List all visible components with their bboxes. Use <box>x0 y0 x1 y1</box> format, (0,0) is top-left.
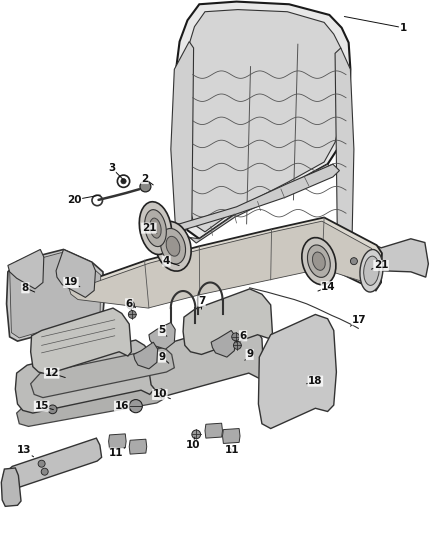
Ellipse shape <box>364 256 379 285</box>
Circle shape <box>121 179 126 184</box>
Circle shape <box>192 430 201 439</box>
Text: 17: 17 <box>350 315 367 326</box>
Text: 10: 10 <box>152 390 170 399</box>
Text: 11: 11 <box>109 448 125 458</box>
Text: 15: 15 <box>34 401 53 411</box>
Polygon shape <box>10 253 101 338</box>
Ellipse shape <box>145 209 166 247</box>
Polygon shape <box>8 249 44 289</box>
Circle shape <box>38 460 45 467</box>
Ellipse shape <box>307 245 330 277</box>
Text: 12: 12 <box>44 368 65 378</box>
Ellipse shape <box>150 218 161 238</box>
Text: 19: 19 <box>64 278 80 287</box>
Text: 18: 18 <box>307 376 323 386</box>
Circle shape <box>128 311 136 318</box>
Ellipse shape <box>312 252 325 270</box>
Text: 21: 21 <box>371 261 389 270</box>
Ellipse shape <box>160 229 186 264</box>
Ellipse shape <box>360 249 383 292</box>
Text: 9: 9 <box>245 350 253 360</box>
Ellipse shape <box>302 238 336 285</box>
Text: 6: 6 <box>126 299 136 309</box>
Text: 9: 9 <box>159 352 169 363</box>
Polygon shape <box>149 322 175 349</box>
Polygon shape <box>334 228 428 277</box>
Circle shape <box>127 301 134 309</box>
Circle shape <box>157 389 166 398</box>
Polygon shape <box>31 348 174 398</box>
Text: 11: 11 <box>225 446 240 455</box>
Polygon shape <box>174 2 350 239</box>
Circle shape <box>129 400 142 413</box>
Polygon shape <box>56 249 95 297</box>
Text: 8: 8 <box>22 283 35 293</box>
Polygon shape <box>335 48 354 239</box>
Text: 3: 3 <box>108 163 123 179</box>
Polygon shape <box>69 221 374 308</box>
Ellipse shape <box>139 201 172 255</box>
Polygon shape <box>65 217 382 306</box>
Polygon shape <box>183 289 272 354</box>
Polygon shape <box>223 429 240 443</box>
Ellipse shape <box>166 236 180 256</box>
Text: 14: 14 <box>318 282 336 292</box>
Polygon shape <box>1 468 21 506</box>
Text: 4: 4 <box>163 256 179 266</box>
Polygon shape <box>129 439 147 454</box>
Circle shape <box>41 468 48 475</box>
Text: 6: 6 <box>240 331 247 341</box>
Polygon shape <box>171 42 194 238</box>
Polygon shape <box>109 434 126 449</box>
Text: 16: 16 <box>114 401 131 411</box>
Text: 13: 13 <box>17 446 34 457</box>
Ellipse shape <box>140 181 151 192</box>
Text: 1: 1 <box>344 17 406 33</box>
Polygon shape <box>31 308 131 374</box>
Text: 21: 21 <box>141 223 157 233</box>
Polygon shape <box>4 438 102 489</box>
Text: 5: 5 <box>159 326 167 336</box>
Circle shape <box>350 257 357 265</box>
Text: 20: 20 <box>67 195 100 205</box>
Text: 7: 7 <box>198 296 205 309</box>
Polygon shape <box>211 330 236 357</box>
Polygon shape <box>149 321 264 395</box>
Circle shape <box>233 342 241 349</box>
Circle shape <box>48 405 57 414</box>
Polygon shape <box>205 423 223 438</box>
Polygon shape <box>258 314 336 429</box>
Polygon shape <box>184 10 343 232</box>
Polygon shape <box>7 249 104 341</box>
Polygon shape <box>17 379 164 426</box>
Polygon shape <box>184 164 333 243</box>
Polygon shape <box>134 342 158 369</box>
Polygon shape <box>15 340 154 413</box>
Ellipse shape <box>155 221 191 271</box>
Text: 10: 10 <box>185 437 200 450</box>
Polygon shape <box>170 164 339 236</box>
Circle shape <box>232 333 240 341</box>
Text: 2: 2 <box>141 174 153 185</box>
